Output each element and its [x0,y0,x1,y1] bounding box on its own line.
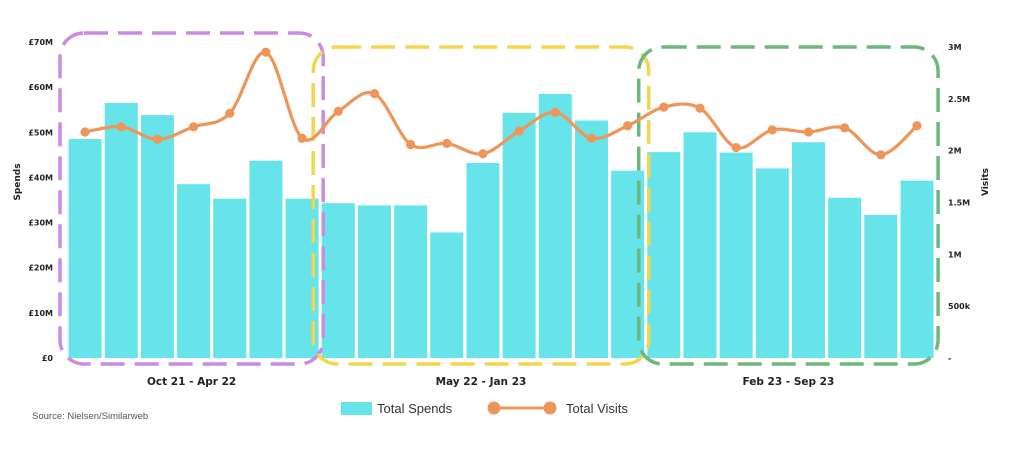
right-tick-label: 1M [948,250,962,259]
spends-bar [68,139,102,358]
visits-point [803,127,814,137]
left-tick-label: £40M [28,173,53,182]
left-tick-label: £60M [28,83,53,92]
period-label: Feb 23 - Sep 23 [743,376,835,388]
right-tick-label: - [948,354,951,363]
spends-bar [140,115,174,358]
right-tick-label: 500k [948,302,971,311]
spends-bar [104,102,138,358]
visits-point [731,142,741,153]
legend: Total Spends Total Visits [341,401,628,416]
visits-point [225,108,235,118]
spends-bar [538,93,572,359]
legend-label-spends: Total Spends [377,401,453,416]
visits-point [586,133,597,143]
visits-point [297,133,307,143]
spends-bar [574,120,608,358]
right-tick-label: 3M [948,43,962,52]
spends-bar [791,142,825,358]
visits-point [80,127,90,137]
visits-point [261,47,271,57]
visits-point [695,103,705,113]
visits-point [659,102,669,112]
visits-point [840,123,850,133]
right-tick-label: 2M [948,147,962,156]
visits-point [514,126,524,136]
visits-point [188,122,199,132]
right-axis-ticks: - 500k 1M 1.5M 2M 2.5M 3M [948,43,971,363]
spends-bar [647,152,681,358]
visits-line-path [84,50,919,157]
left-tick-label: £0 [42,354,54,363]
spends-bar [719,152,753,358]
visits-point [550,107,560,117]
legend-label-visits: Total Visits [566,401,628,416]
left-tick-label: £70M [28,38,53,47]
period-box [311,45,651,366]
visits-point [369,89,380,99]
visits-point [767,125,777,135]
visits-point [478,149,488,159]
spends-bar [755,168,789,358]
spends-bar [828,197,862,358]
visits-point [406,139,416,150]
visits-line [80,47,922,160]
spends-bar [177,184,211,358]
right-tick-label: 1.5M [948,199,970,208]
left-tick-label: £20M [28,264,53,273]
visits-point [912,121,922,131]
left-axis-ticks: £0 £10M £20M £30M £40M £50M £60M £70M [28,38,53,363]
visits-point [876,150,886,160]
visits-point [333,106,343,116]
period-label: Oct 21 - Apr 22 [147,376,236,388]
legend-swatch-spends [341,402,372,415]
spends-bar [394,205,428,358]
right-tick-label: 2.5M [948,95,970,104]
spends-bar [683,132,717,358]
spends-bar [466,162,500,358]
spends-bar [213,198,247,358]
period-box [636,45,940,366]
visits-point [116,122,126,132]
spends-bar [864,214,898,358]
legend-swatch-visits-marker-right [543,401,557,415]
spends-bars [68,93,934,359]
spends-bar [249,160,283,358]
visits-point [442,138,452,149]
period-label: May 22 - Jan 23 [436,376,527,388]
left-axis-title: Spends [13,163,23,200]
visits-point [623,121,633,131]
spends-bar [900,180,934,358]
period-labels: Oct 21 - Apr 22 May 22 - Jan 23 Feb 23 - S… [147,376,834,388]
legend-swatch-visits-marker-left [487,401,501,415]
period-box [58,31,325,366]
spends-bar [321,203,355,358]
period-boxes [58,31,940,366]
source-note: Source: Nielsen/Similarweb [32,411,148,422]
spends-bar [357,205,391,358]
left-tick-label: £30M [28,219,53,228]
right-axis-title: Visits [981,168,991,196]
spends-bar [430,232,464,358]
left-tick-label: £50M [28,128,53,137]
spends-bar [502,112,536,358]
visits-point [152,134,163,144]
left-tick-label: £10M [28,309,53,318]
